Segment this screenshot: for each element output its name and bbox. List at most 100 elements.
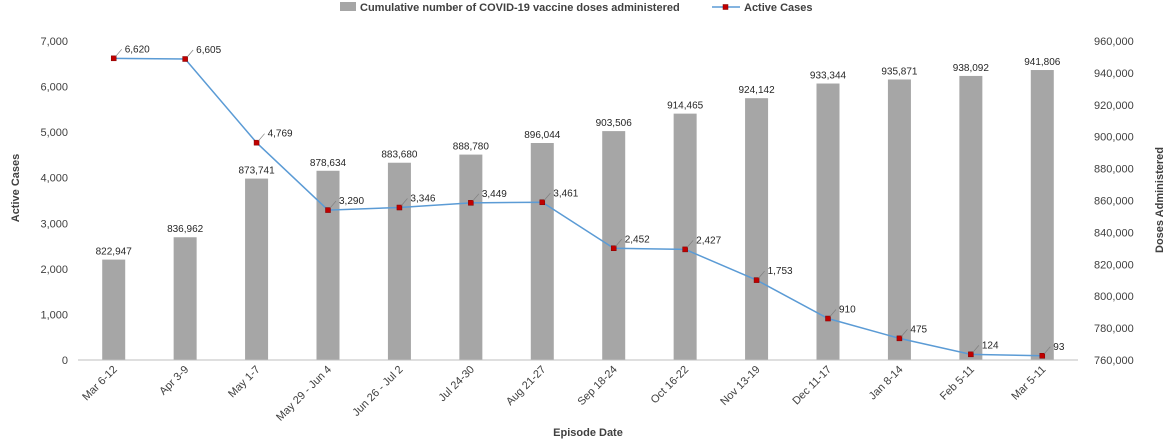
label-leader-line bbox=[472, 193, 480, 202]
active-cases-data-label: 3,346 bbox=[410, 194, 435, 205]
right-tick-label: 900,000 bbox=[1094, 132, 1134, 144]
active-cases-marker bbox=[182, 56, 188, 62]
active-cases-data-label: 3,449 bbox=[482, 189, 507, 200]
x-tick-label: Jul 24-30 bbox=[436, 364, 476, 404]
left-tick-label: 3,000 bbox=[40, 218, 68, 230]
legend: Cumulative number of COVID-19 vaccine do… bbox=[340, 2, 813, 14]
right-tick-label: 920,000 bbox=[1094, 100, 1134, 112]
active-cases-marker bbox=[682, 246, 688, 253]
label-leader-line bbox=[115, 49, 122, 57]
x-axis-title: Episode Date bbox=[553, 427, 623, 439]
legend-label-doses: Cumulative number of COVID-19 vaccine do… bbox=[360, 2, 680, 14]
bar bbox=[673, 113, 697, 360]
label-leader-line bbox=[258, 133, 265, 141]
bar bbox=[245, 178, 269, 360]
bar-data-label: 935,871 bbox=[881, 66, 918, 77]
right-tick-label: 780,000 bbox=[1094, 323, 1134, 335]
bar-data-label: 836,962 bbox=[167, 224, 204, 235]
right-tick-label: 820,000 bbox=[1094, 259, 1134, 271]
bar-data-label: 878,634 bbox=[310, 158, 347, 169]
x-tick-label: Aug 21-27 bbox=[504, 364, 548, 408]
bar-data-label: 941,806 bbox=[1024, 57, 1061, 68]
active-cases-data-label: 4,769 bbox=[268, 129, 293, 140]
label-leader-line bbox=[615, 239, 622, 247]
x-tick-label: May 29 - Jun 4 bbox=[274, 364, 334, 424]
active-cases-marker bbox=[610, 245, 617, 252]
left-tick-label: 5,000 bbox=[40, 127, 68, 139]
x-tick-label: Apr 3-9 bbox=[157, 364, 191, 398]
active-cases-data-label: 475 bbox=[910, 324, 927, 335]
bar bbox=[316, 170, 340, 360]
x-tick-label: Sep 18-24 bbox=[575, 364, 619, 408]
active-cases-line bbox=[113, 57, 1043, 357]
bar bbox=[530, 143, 554, 360]
right-tick-label: 880,000 bbox=[1094, 164, 1134, 176]
label-leader-line bbox=[544, 193, 551, 201]
x-tick-label: Jun 26 - Jul 2 bbox=[350, 364, 405, 419]
bar bbox=[102, 259, 126, 360]
active-cases-marker bbox=[110, 55, 117, 62]
label-leader-line bbox=[829, 309, 837, 317]
x-tick-label: Mar 6-12 bbox=[80, 364, 120, 404]
left-tick-label: 4,000 bbox=[40, 173, 68, 185]
label-leader-line bbox=[1044, 346, 1051, 354]
active-cases-marker bbox=[896, 335, 903, 342]
right-tick-label: 760,000 bbox=[1094, 355, 1134, 367]
label-leader-line bbox=[758, 270, 765, 279]
right-tick-label: 860,000 bbox=[1094, 196, 1134, 208]
x-axis-ticks: Mar 6-12 Apr 3-9 May 1-7 May 29 - Jun 4 Jun … bbox=[80, 364, 1048, 424]
line-data-labels: 6,620 6,605 4,769 3,290 3,346 3,449 3,461 2,452… bbox=[115, 44, 1065, 354]
active-cases-data-label: 124 bbox=[982, 340, 999, 351]
active-cases-data-label: 6,605 bbox=[196, 45, 221, 56]
bar-data-label: 938,092 bbox=[953, 63, 990, 74]
right-tick-label: 800,000 bbox=[1094, 291, 1134, 303]
active-cases-marker bbox=[968, 351, 974, 358]
bar-data-label: 933,344 bbox=[810, 71, 847, 82]
label-leader-line bbox=[186, 49, 194, 58]
active-cases-marker bbox=[1039, 353, 1046, 359]
left-tick-label: 0 bbox=[62, 355, 68, 367]
label-leader-line bbox=[901, 329, 908, 337]
bar bbox=[745, 98, 769, 360]
x-tick-label: Nov 13-19 bbox=[718, 364, 762, 408]
active-cases-marker bbox=[396, 204, 403, 211]
left-tick-label: 7,000 bbox=[40, 36, 68, 48]
bar bbox=[173, 237, 197, 360]
x-tick-label: Dec 11-17 bbox=[790, 364, 834, 408]
active-cases-data-label: 3,461 bbox=[553, 188, 578, 199]
bar bbox=[1030, 70, 1054, 360]
bar-data-label: 903,506 bbox=[596, 118, 633, 129]
x-tick-label: Feb 5-11 bbox=[938, 364, 977, 403]
active-cases-marker bbox=[253, 139, 260, 146]
x-tick-label: Jan 8-14 bbox=[867, 364, 906, 403]
label-leader-line bbox=[329, 200, 337, 209]
left-axis-ticks: 0 1,000 2,000 3,000 4,000 5,000 6,000 7,000 bbox=[40, 36, 68, 367]
active-cases-marker bbox=[468, 200, 474, 206]
legend-swatch-doses bbox=[340, 2, 356, 11]
right-axis-ticks: 760,000 780,000 800,000 820,000 840,000 860,0… bbox=[1094, 36, 1134, 367]
active-cases-marker bbox=[825, 315, 831, 322]
x-tick-label: Mar 5-11 bbox=[1009, 364, 1048, 403]
active-cases-data-label: 3,290 bbox=[339, 196, 364, 207]
label-leader-line bbox=[686, 240, 694, 248]
label-leader-line bbox=[401, 198, 408, 206]
left-tick-label: 6,000 bbox=[40, 82, 68, 94]
legend-swatch-active-cases-marker bbox=[722, 4, 729, 10]
active-cases-marker bbox=[753, 277, 760, 283]
y-axis-title-right: Doses Administered bbox=[1154, 147, 1166, 253]
bar bbox=[816, 83, 840, 360]
bar bbox=[387, 162, 411, 360]
bar bbox=[887, 79, 911, 361]
left-tick-label: 1,000 bbox=[40, 309, 68, 321]
active-cases-data-label: 910 bbox=[839, 305, 856, 316]
active-cases-data-label: 93 bbox=[1053, 342, 1065, 353]
bar bbox=[459, 154, 483, 360]
bar bbox=[959, 75, 983, 360]
right-tick-label: 840,000 bbox=[1094, 227, 1134, 239]
active-cases-data-label: 6,620 bbox=[125, 44, 150, 55]
bar-data-labels: 822,947 836,962 873,741 878,634 883,680 888,7… bbox=[96, 57, 1061, 258]
x-tick-label: May 1-7 bbox=[226, 364, 263, 401]
label-leader-line bbox=[972, 345, 980, 353]
bar-data-label: 914,465 bbox=[667, 101, 704, 112]
